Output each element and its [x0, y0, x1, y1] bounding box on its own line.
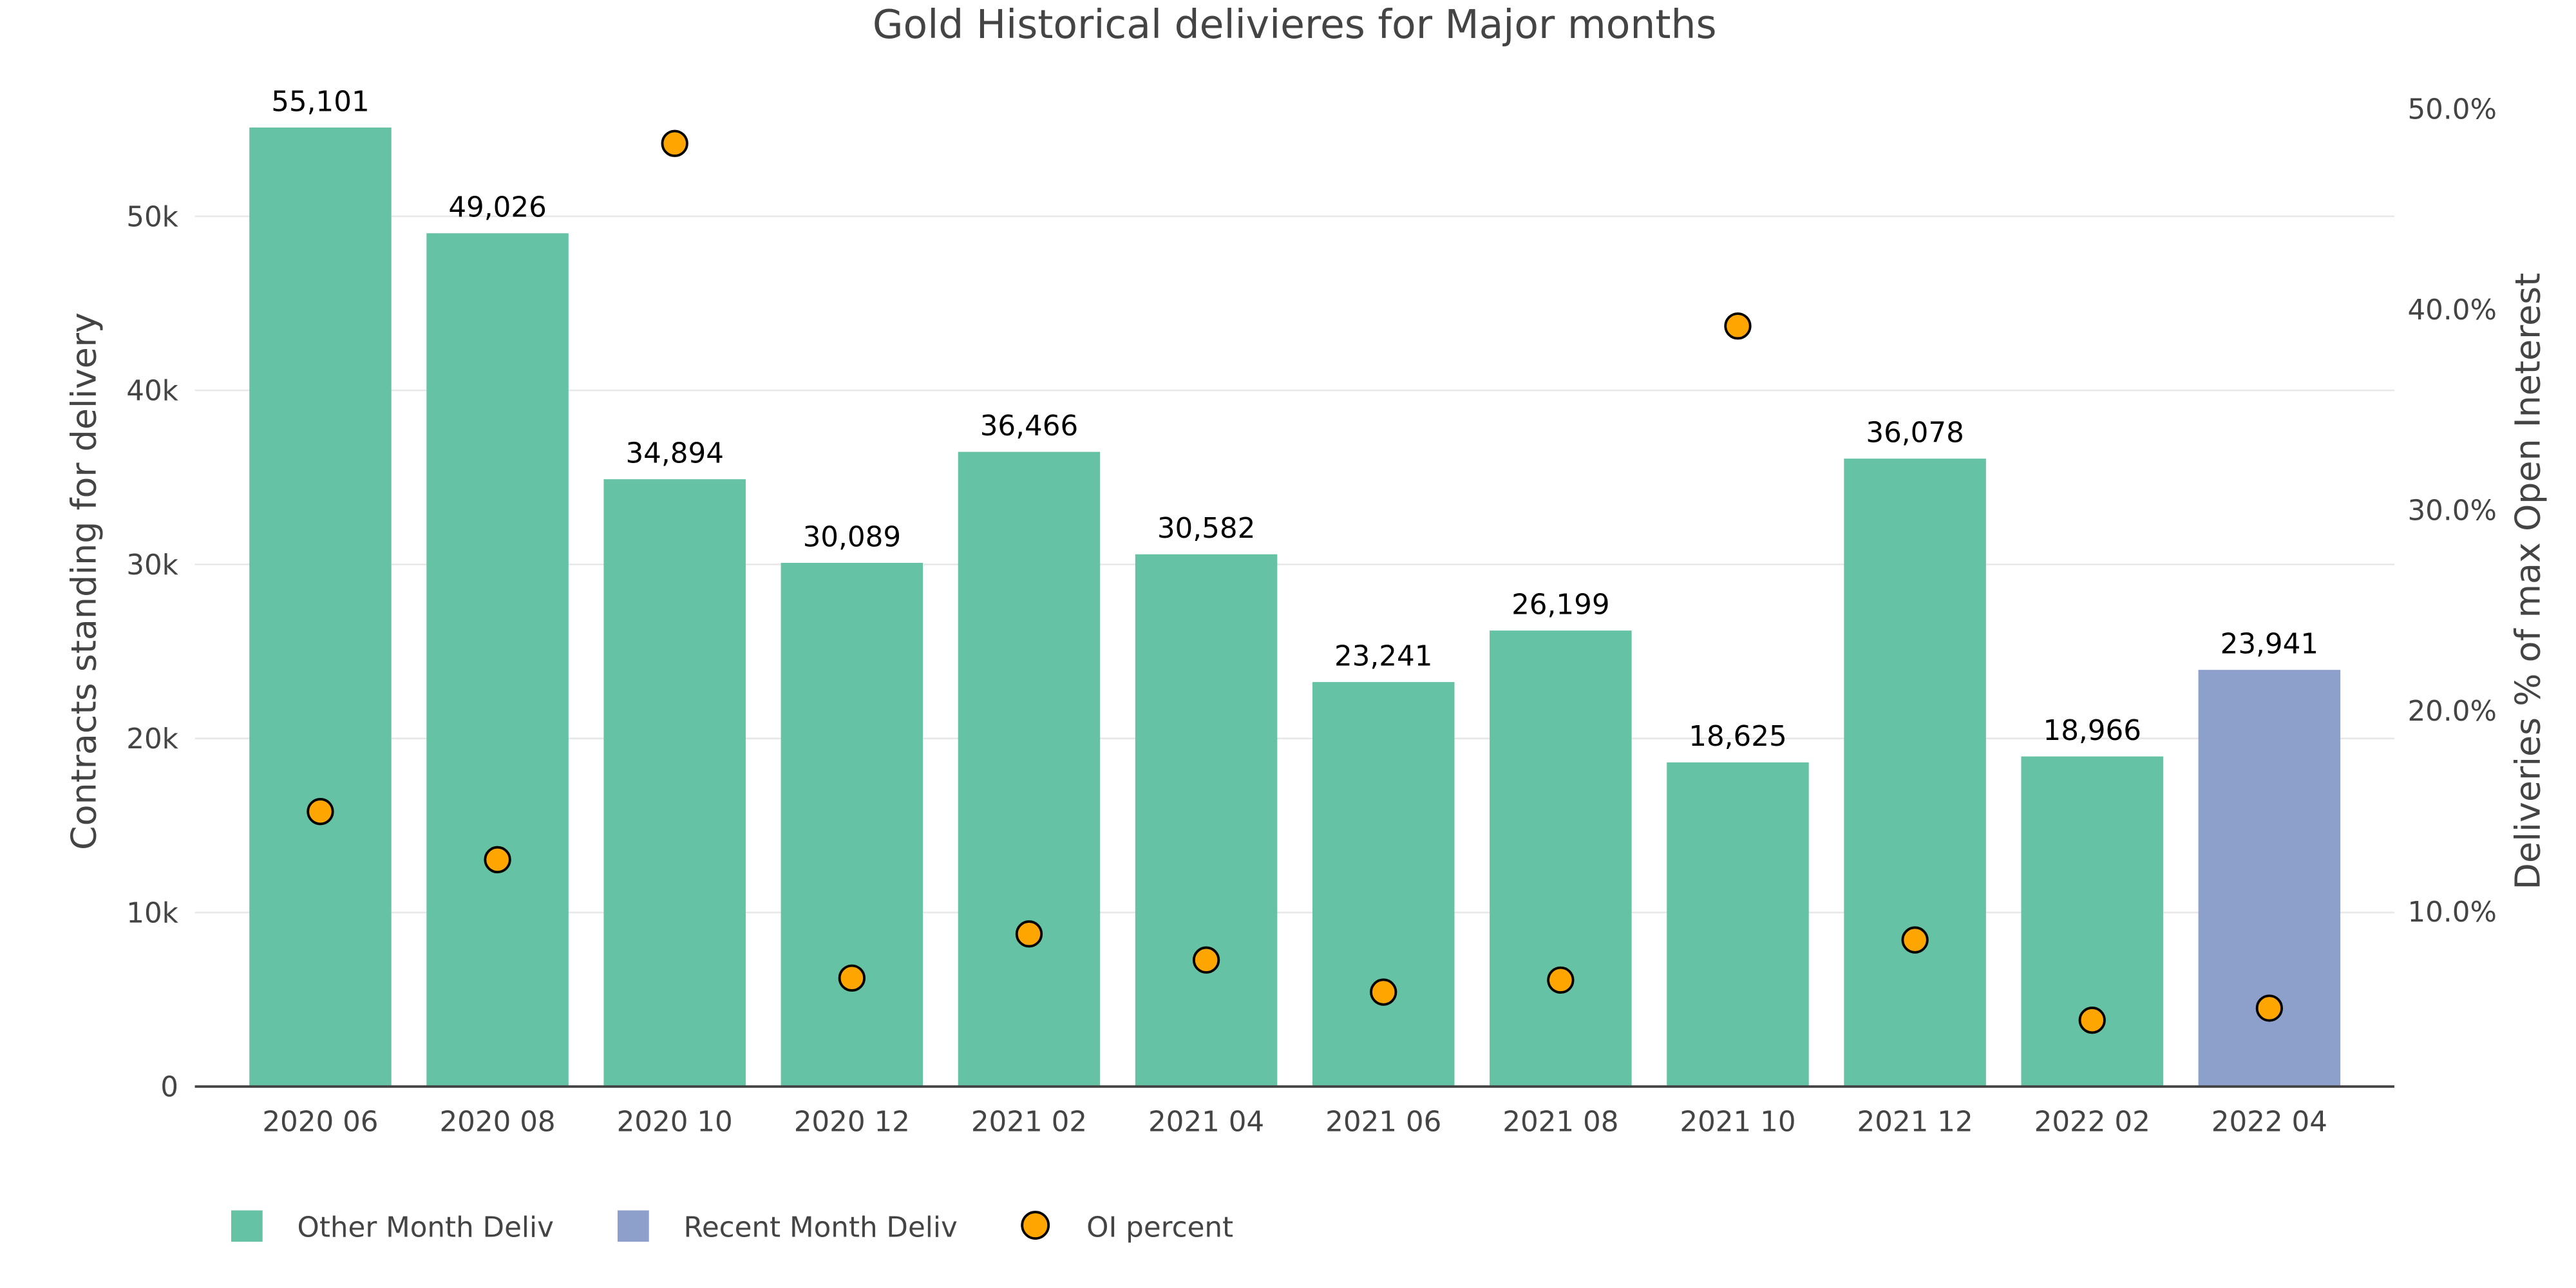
bar-value-label: 49,026	[448, 192, 546, 224]
y-ticks: 0 10k 20k 30k 40k 50k	[126, 201, 178, 1103]
oi-marker	[484, 846, 511, 874]
y-tick-label: 40k	[126, 375, 178, 408]
oi-marker	[1015, 920, 1043, 948]
y-tick-label: 20k	[126, 723, 178, 755]
y2-ticks: 10.0% 20.0% 30.0% 40.0% 50.0%	[2407, 94, 2496, 929]
bar-value-label: 36,466	[980, 410, 1078, 442]
x-ticks: 2020 06 2020 08 2020 10 2020 12 2021 02 2021 …	[262, 1106, 2327, 1138]
y-tick-label: 10k	[126, 897, 178, 929]
bar-value-label: 23,941	[2221, 629, 2318, 661]
x-tick-label: 2021 04	[1148, 1106, 1264, 1138]
x-tick-label: 2020 12	[794, 1106, 910, 1138]
data-labels: 55,101 49,026 34,894 30,089 36,466 30,582 23,2…	[271, 86, 2318, 753]
y2-tick-label: 30.0%	[2407, 495, 2496, 527]
chart-title: Gold Historical delivieres for Major mon…	[873, 1, 1717, 48]
oi-marker	[1901, 926, 1929, 954]
bar-value-label: 18,625	[1689, 721, 1786, 753]
x-tick-label: 2020 08	[439, 1106, 555, 1138]
bar	[1490, 630, 1632, 1087]
legend-label: Recent Month Deliv	[684, 1212, 958, 1244]
bar-value-label: 36,078	[1866, 417, 1964, 450]
oi-marker	[307, 798, 334, 826]
bar	[2021, 756, 2163, 1087]
oi-marker	[2255, 994, 2284, 1022]
bar-value-label: 30,582	[1157, 513, 1255, 545]
x-tick-label: 2021 06	[1325, 1106, 1441, 1138]
bar	[249, 128, 392, 1087]
y2-axis-title: Deliveries % of max Open Ineterest	[2508, 273, 2548, 890]
legend-label: OI percent	[1086, 1212, 1233, 1244]
x-tick-label: 2021 02	[971, 1106, 1087, 1138]
bar-value-label: 18,966	[2043, 715, 2141, 747]
legend-marker	[1021, 1211, 1050, 1240]
y-tick-label: 30k	[126, 549, 178, 582]
oi-marker	[1370, 978, 1397, 1006]
bar	[2198, 670, 2341, 1087]
y-tick-label: 0	[160, 1072, 178, 1104]
bar-value-label: 30,089	[803, 521, 901, 553]
x-tick-label: 2020 10	[617, 1106, 733, 1138]
bar	[1312, 682, 1455, 1087]
oi-marker	[1724, 312, 1752, 340]
y2-tick-label: 20.0%	[2407, 696, 2496, 728]
bar	[781, 563, 923, 1087]
bar	[1135, 554, 1278, 1087]
bar-value-label: 26,199	[1511, 589, 1609, 621]
bar-value-label: 34,894	[625, 438, 723, 470]
bar	[603, 479, 746, 1087]
legend-swatch	[617, 1210, 649, 1242]
bar	[1844, 459, 1986, 1087]
x-tick-label: 2020 06	[262, 1106, 378, 1138]
y-tick-label: 50k	[126, 201, 178, 233]
bar-value-label: 55,101	[271, 86, 369, 118]
legend[interactable]: Other Month Deliv Recent Month Deliv OI pe…	[231, 1210, 1233, 1244]
x-tick-label: 2022 02	[2034, 1106, 2150, 1138]
bar	[1667, 762, 1809, 1087]
y-axis-title: Contracts standing for delivery	[64, 312, 104, 850]
bar-value-label: 23,241	[1334, 640, 1432, 672]
y2-tick-label: 40.0%	[2407, 294, 2496, 327]
legend-label: Other Month Deliv	[298, 1212, 554, 1244]
legend-swatch	[231, 1210, 263, 1242]
bar	[958, 451, 1101, 1087]
oi-markers	[307, 129, 2284, 1034]
x-tick-label: 2021 10	[1680, 1106, 1795, 1138]
y2-tick-label: 50.0%	[2407, 94, 2496, 126]
oi-marker	[1547, 966, 1575, 994]
bar	[426, 233, 569, 1087]
oi-marker	[661, 129, 688, 157]
bars	[249, 128, 2341, 1087]
oi-marker	[2078, 1007, 2106, 1034]
oi-marker	[1192, 946, 1220, 974]
x-tick-label: 2022 04	[2211, 1106, 2327, 1138]
y2-tick-label: 10.0%	[2407, 896, 2496, 929]
x-tick-label: 2021 12	[1857, 1106, 1973, 1138]
oi-marker	[838, 964, 866, 992]
x-tick-label: 2021 08	[1502, 1106, 1618, 1138]
